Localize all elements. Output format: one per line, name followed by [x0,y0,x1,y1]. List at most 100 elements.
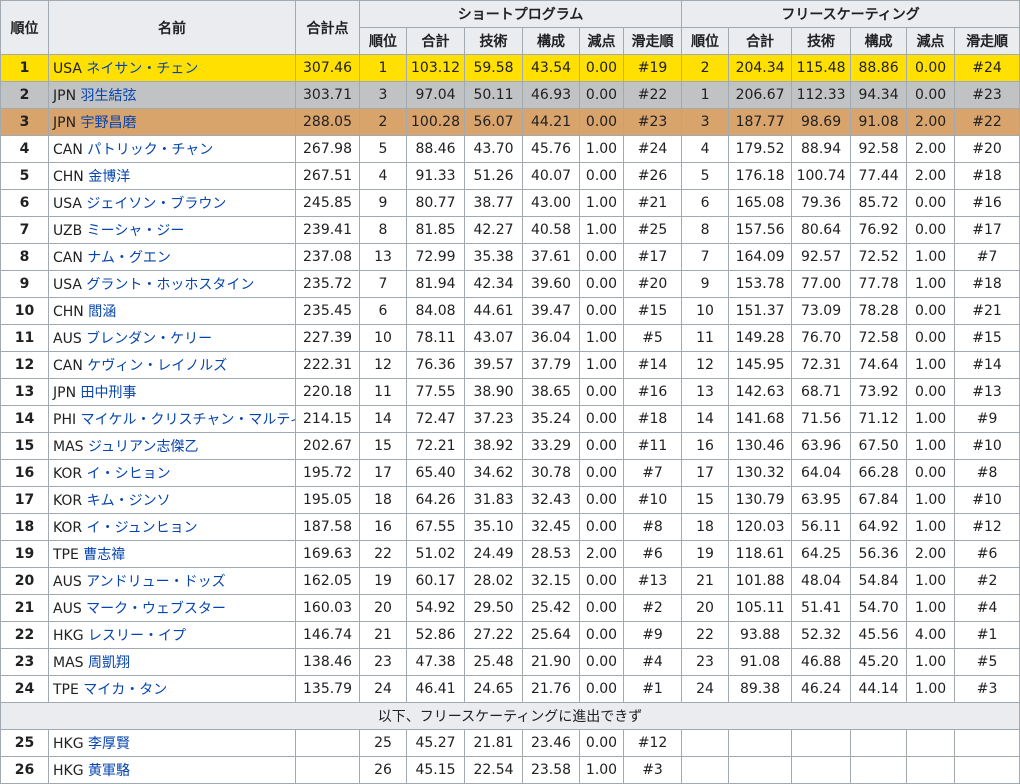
header-sp-col: 減点 [579,27,624,55]
skater-link[interactable]: 宇野昌磨 [80,115,137,131]
header-sp-col: 技術 [464,27,523,55]
sp-cell: #16 [622,378,683,406]
sp-cell: 97.04 [406,81,465,109]
rank-cell: 18 [0,513,49,541]
skater-link[interactable]: グラント・ホッホスタイン [86,277,255,293]
fs-cell: 130.46 [728,432,793,460]
skater-link[interactable]: ミーシャ・ジー [86,223,185,239]
sp-cell: 0.00 [579,297,624,325]
fs-cell: 12 [681,351,730,379]
skater-name-cell: AUS ブレンダン・ケリー [48,324,296,352]
fs-cell: 80.64 [791,216,852,244]
skater-link[interactable]: 曹志禕 [83,547,126,563]
header-total: 合計点 [295,0,360,55]
skater-link[interactable]: イ・ジュンヒョン [86,520,198,536]
fs-cell: 72.58 [850,324,908,352]
fs-cell: 54.70 [850,594,908,622]
total-cell: 220.18 [295,378,360,406]
skater-link[interactable]: 周凱翔 [88,655,130,671]
fs-cell: 94.34 [850,81,908,109]
skater-link[interactable]: ナム・グエン [87,250,171,266]
fs-cell: 0.00 [906,189,956,217]
skater-link[interactable]: ネイサン・チェン [86,61,199,77]
fs-cell: #15 [954,324,1020,352]
header-short-program: ショートプログラム [358,0,683,28]
sp-cell: 45.76 [522,135,580,163]
sp-cell: 0.00 [579,81,624,109]
sp-cell: 65.40 [406,459,465,487]
skater-name-cell: TPE 曹志禕 [48,540,296,568]
fs-cell: 92.58 [850,135,908,163]
header-fs-col: 減点 [906,27,956,55]
skater-link[interactable]: マイケル・クリスチャン・マルティネス [80,412,295,428]
rank-cell: 19 [0,540,49,568]
fs-cell: 1.00 [906,486,956,514]
skater-link[interactable]: ジェイソン・ブラウン [86,196,227,212]
nation-code: CAN [53,250,88,266]
skater-link[interactable]: マーク・ウェブスター [86,601,226,617]
skater-link[interactable]: 金博洋 [88,169,131,185]
sp-cell: 1.00 [579,189,624,217]
fs-cell: #18 [954,162,1020,190]
skater-name-cell: CAN ケヴィン・レイノルズ [48,351,296,379]
fs-cell: 0.00 [906,378,956,406]
skater-link[interactable]: キム・ジンソ [86,493,171,509]
sp-cell: #19 [622,54,683,82]
total-cell: 239.41 [295,216,360,244]
fs-cell: 44.14 [850,675,908,703]
fs-cell: 88.86 [850,54,908,82]
table-row: 9 USA グラント・ホッホスタイン 235.72 7 81.94 42.34 39.60 0… [0,270,1020,298]
fs-cell: #14 [954,351,1020,379]
skater-link[interactable]: マイカ・タン [83,682,168,698]
skater-link[interactable]: ジュリアン志傑乙 [88,439,199,455]
skater-link[interactable]: レスリー・イプ [88,628,187,644]
skater-link[interactable]: ケヴィン・レイノルズ [87,358,228,374]
skater-link[interactable]: パトリック・チャン [87,142,214,158]
fs-cell: 1.00 [906,567,956,595]
fs-cell: 8 [681,216,730,244]
skater-link[interactable]: 田中刑事 [80,385,137,401]
fs-cell: #17 [954,216,1020,244]
nation-code: MAS [53,655,88,671]
fs-cell: 187.77 [728,108,793,136]
sp-cell: #10 [622,486,683,514]
sp-cell: 43.70 [464,135,523,163]
rank-cell: 9 [0,270,49,298]
fs-cell: 76.92 [850,216,908,244]
skater-link[interactable]: 羽生結弦 [80,88,137,104]
fs-cell [681,729,730,757]
sp-cell: 39.47 [522,297,580,325]
skater-link[interactable]: ブレンダン・ケリー [86,331,213,347]
header-sp-col: 滑走順 [622,27,683,55]
skater-link[interactable]: 閻涵 [88,304,117,320]
sp-cell: 0.00 [579,243,624,271]
fs-cell: #12 [954,513,1020,541]
rank-cell: 14 [0,405,49,433]
sp-cell: 29.50 [464,594,523,622]
nation-code: MAS [53,439,88,455]
skater-link[interactable]: イ・シヒョン [86,466,171,482]
fs-cell: 0.00 [906,324,956,352]
sp-cell: 88.46 [406,135,465,163]
fs-cell: #23 [954,81,1020,109]
rank-cell: 4 [0,135,49,163]
table-row: 26 HKG 黄軍駱 26 45.15 22.54 23.58 1.00 #3 [0,756,1020,784]
nation-code: JPN [53,88,81,104]
sp-cell: 0.00 [579,486,624,514]
fs-cell [906,729,956,757]
sp-cell: 72.21 [406,432,465,460]
skater-link[interactable]: 黄軍駱 [88,763,131,779]
total-cell: 146.74 [295,621,360,649]
total-cell: 235.72 [295,270,360,298]
rank-cell: 20 [0,567,49,595]
rank-cell: 26 [0,756,49,784]
rank-cell: 24 [0,675,49,703]
nation-code: CHN [53,304,89,320]
total-cell: 288.05 [295,108,360,136]
skater-link[interactable]: 李厚賢 [88,736,131,752]
fs-cell: 1.00 [906,594,956,622]
sp-cell: 23 [359,648,407,676]
sp-cell: #9 [622,621,683,649]
table-row: 12 CAN ケヴィン・レイノルズ 222.31 12 76.36 39.57 37.79 1… [0,351,1020,379]
skater-link[interactable]: アンドリュー・ドッズ [86,574,226,590]
